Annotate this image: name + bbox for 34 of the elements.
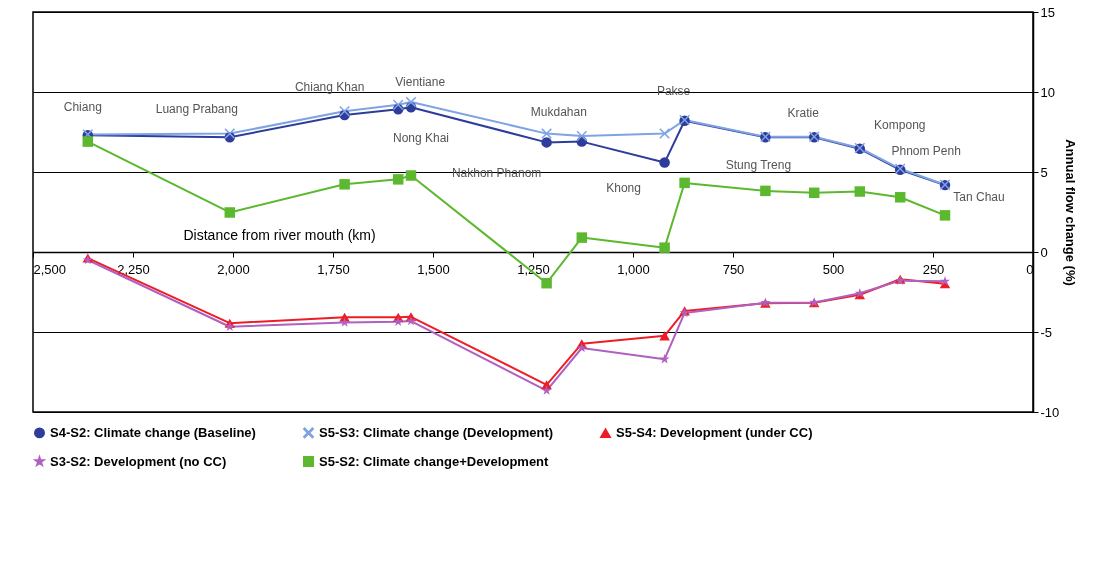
legend-label: S5-S3: Climate change (Development): [319, 424, 554, 440]
annotation: Phnom Penh: [891, 143, 961, 158]
x-tick-label: 2,250: [117, 261, 150, 277]
x-tick-label: 250: [922, 261, 945, 277]
y-tick-label: 10: [1040, 84, 1055, 100]
annotation: Vientiane: [395, 75, 446, 90]
legend-label: S5-S2: Climate change+Development: [319, 453, 550, 469]
annotation: Stung Treng: [725, 158, 792, 173]
annotation: Khong: [606, 180, 641, 195]
annotation: Chiang Khan: [294, 80, 365, 95]
annotation: Kratie: [787, 106, 820, 121]
annotation: Mukdahan: [530, 104, 587, 119]
y-tick-label: 0: [1040, 244, 1048, 260]
y-tick-label: -5: [1040, 324, 1053, 340]
y-tick-label: -10: [1040, 404, 1060, 420]
y-tick-label: 15: [1040, 4, 1055, 20]
legend-label: S3-S2: Development (no CC): [50, 453, 227, 469]
x-tick-label: 1,000: [617, 261, 650, 277]
annotation: Chiang: [63, 100, 102, 115]
annotation: Tan Chau: [953, 190, 1005, 205]
x-tick-label: 2,000: [217, 261, 250, 277]
y-tick-label: 5: [1040, 164, 1048, 180]
y-axis-title: Annual flow change (%): [1063, 139, 1079, 286]
annotation: Kompong: [874, 117, 926, 132]
x-tick-label: 500: [822, 261, 845, 277]
legend-label: S4-S2: Climate change (Baseline): [50, 424, 256, 440]
x-tick-label: 1,500: [417, 261, 450, 277]
legend-label: S5-S4: Development (under CC): [616, 425, 813, 441]
annotation: Luang Prabang: [155, 102, 238, 117]
annotation: Nong Khai: [392, 131, 450, 146]
x-axis-title: Distance from river mouth (km): [183, 226, 376, 243]
x-tick-label: 2,500: [33, 261, 67, 277]
x-tick-label: 750: [722, 261, 745, 277]
x-tick-label: 1,750: [317, 261, 350, 277]
